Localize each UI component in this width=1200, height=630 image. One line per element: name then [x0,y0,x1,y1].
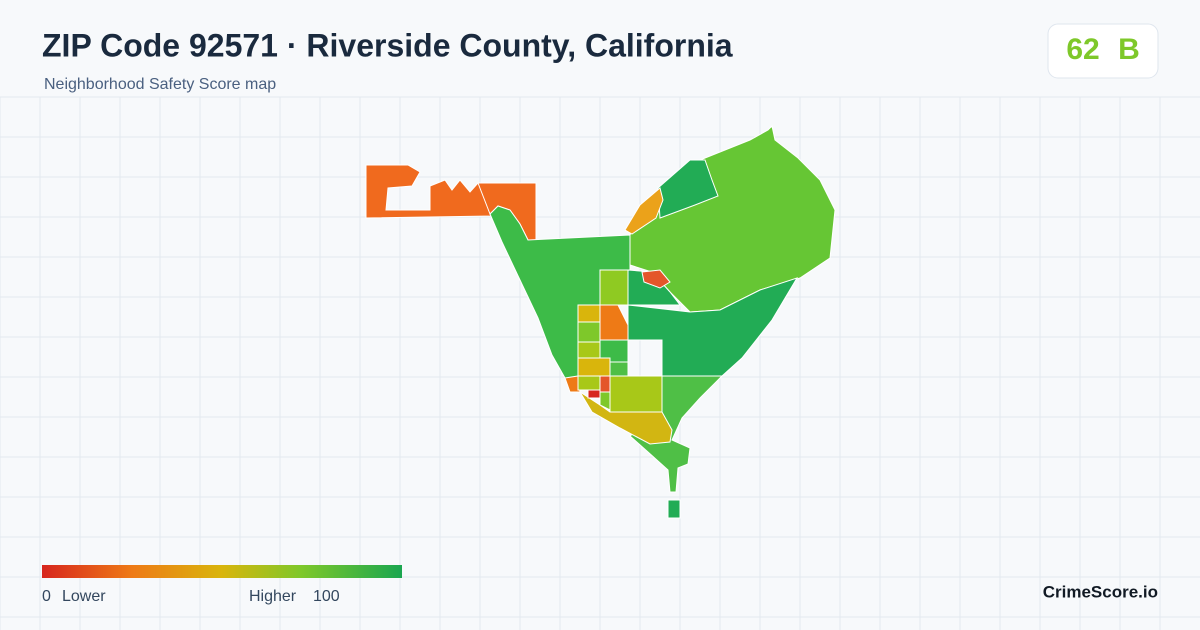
legend-max: 100 [313,588,340,605]
area [599,375,611,393]
legend-max-label: Higher [249,588,297,605]
area [599,269,629,306]
area [577,341,601,359]
area [577,321,601,343]
area [609,361,629,377]
area [667,499,681,519]
area [577,304,601,323]
area [641,269,671,289]
area [577,357,611,377]
legend-min: 0 [42,588,51,605]
area [564,375,581,393]
title: ZIP Code 92571 · Riverside County, Calif… [42,27,733,63]
area [627,277,799,377]
area [624,187,664,235]
area [587,389,601,399]
area [599,391,611,411]
legend-scale [42,565,402,578]
score-value: 62 [1066,33,1099,66]
score-box [1047,23,1159,79]
area [577,375,601,391]
area [609,375,663,413]
area [579,391,673,445]
subtitle: Neighborhood Safety Score map [44,76,276,93]
map-grid [0,96,1200,630]
area [629,124,836,313]
brand: CrimeScore.io [1043,582,1158,601]
legend-min-label: Lower [62,588,106,605]
zip-map [365,124,836,519]
score-grade: B [1118,33,1140,66]
area [657,159,719,219]
